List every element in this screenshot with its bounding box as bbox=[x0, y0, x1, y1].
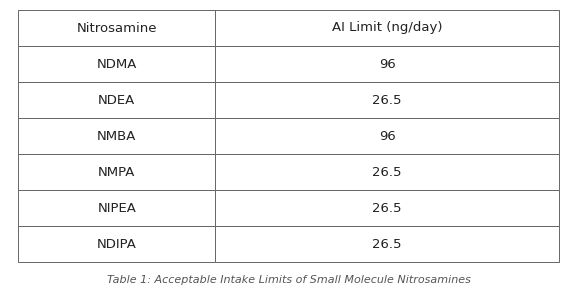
Text: 26.5: 26.5 bbox=[373, 237, 402, 250]
Text: 26.5: 26.5 bbox=[373, 202, 402, 215]
Text: NDMA: NDMA bbox=[96, 57, 137, 71]
Text: 26.5: 26.5 bbox=[373, 94, 402, 106]
Bar bbox=[215, 190, 559, 226]
Bar bbox=[18, 226, 215, 262]
Text: Nitrosamine: Nitrosamine bbox=[77, 22, 157, 34]
Text: 26.5: 26.5 bbox=[373, 165, 402, 178]
Text: 96: 96 bbox=[379, 57, 396, 71]
Text: Table 1: Acceptable Intake Limits of Small Molecule Nitrosamines: Table 1: Acceptable Intake Limits of Sma… bbox=[107, 275, 470, 285]
Text: NIPEA: NIPEA bbox=[98, 202, 136, 215]
Text: NMBA: NMBA bbox=[97, 130, 136, 143]
Text: NMPA: NMPA bbox=[98, 165, 136, 178]
Bar bbox=[18, 190, 215, 226]
Bar bbox=[18, 46, 215, 82]
Text: 96: 96 bbox=[379, 130, 396, 143]
Text: NDIPA: NDIPA bbox=[97, 237, 137, 250]
Bar bbox=[215, 118, 559, 154]
Bar bbox=[18, 82, 215, 118]
Bar bbox=[215, 154, 559, 190]
Bar bbox=[18, 118, 215, 154]
Bar bbox=[215, 10, 559, 46]
Bar bbox=[18, 154, 215, 190]
Text: AI Limit (ng/day): AI Limit (ng/day) bbox=[332, 22, 443, 34]
Bar bbox=[215, 46, 559, 82]
Bar bbox=[215, 226, 559, 262]
Text: NDEA: NDEA bbox=[98, 94, 136, 106]
Bar bbox=[215, 82, 559, 118]
Bar bbox=[18, 10, 215, 46]
